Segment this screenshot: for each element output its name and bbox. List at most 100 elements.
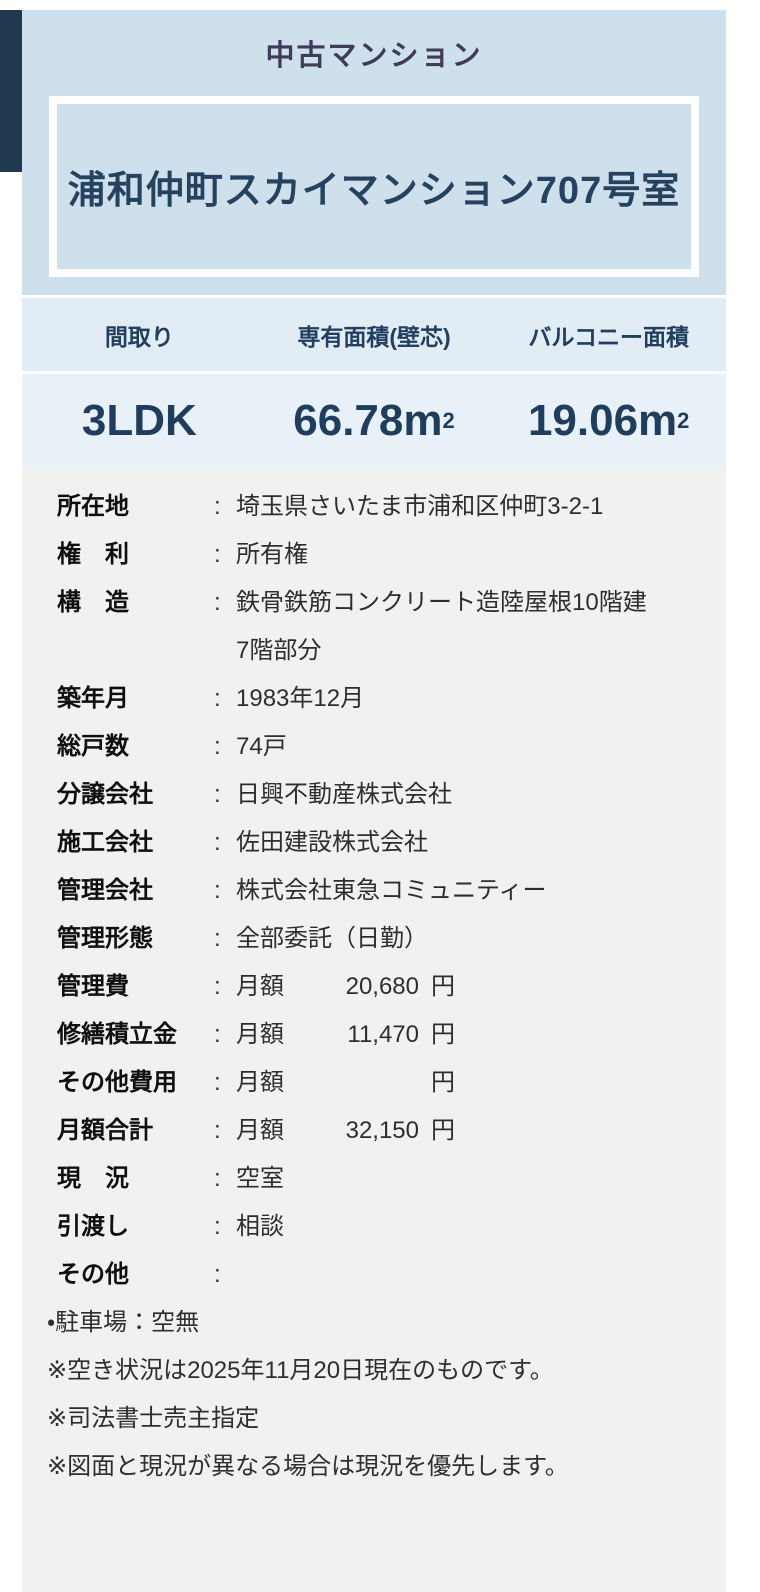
- detail-value-text: 相談: [236, 1213, 284, 1240]
- detail-value-text: 月額: [236, 973, 284, 1000]
- detail-row: 構 造 : 鉄骨鉄筋コンクリート造陸屋根10階建 7階部分: [57, 579, 706, 675]
- property-name: 浦和仲町スカイマンション707号室: [67, 170, 681, 212]
- detail-colon: :: [214, 1069, 221, 1096]
- detail-colon: :: [214, 733, 221, 760]
- corner-accent-bar: [0, 10, 22, 172]
- detail-label: 所在地: [57, 493, 129, 520]
- detail-value-line2: 7階部分: [236, 637, 322, 664]
- detail-label: 施工会社: [57, 829, 153, 856]
- header-block: 中古マンション 浦和仲町スカイマンション707号室: [22, 10, 726, 295]
- detail-label: その他費用: [57, 1069, 177, 1096]
- detail-row: 引渡し : 相談: [57, 1203, 706, 1251]
- summary-header-row: 間取り 専有面積(壁芯) バルコニー面積: [22, 298, 726, 371]
- detail-amount: 20,680: [345, 973, 419, 1000]
- detail-label: 管理費: [57, 973, 129, 1000]
- detail-label: 現 況: [57, 1165, 129, 1192]
- detail-value: 空室: [236, 1155, 706, 1203]
- detail-value-text: 佐田建設株式会社: [236, 829, 428, 856]
- property-name-box: 浦和仲町スカイマンション707号室: [49, 96, 699, 277]
- detail-value: 全部委託（日勤）: [236, 915, 706, 963]
- detail-value-text: 1983年12月: [236, 685, 365, 712]
- note-line: ※図面と現況が異なる場合は現況を優先します。: [47, 1453, 569, 1480]
- detail-colon: :: [214, 829, 221, 856]
- detail-value: [236, 1251, 706, 1299]
- detail-value: 月額 32,150 円: [236, 1107, 706, 1155]
- summary-value-number: 3LDK: [81, 396, 197, 445]
- detail-row: 権 利 : 所有権: [57, 531, 706, 579]
- detail-value-text: 日興不動産株式会社: [236, 781, 452, 808]
- detail-colon: :: [214, 1021, 221, 1048]
- detail-row: 築年月 : 1983年12月: [57, 675, 706, 723]
- detail-label: 権 利: [57, 541, 129, 568]
- detail-label: その他: [57, 1261, 129, 1288]
- detail-label: 月額合計: [57, 1117, 153, 1144]
- detail-value-text: 株式会社東急コミュニティー: [236, 877, 547, 904]
- detail-row: 管理会社 : 株式会社東急コミュニティー: [57, 867, 706, 915]
- summary-value-number: 19.06: [527, 396, 639, 445]
- detail-label: 築年月: [57, 685, 129, 712]
- detail-value: 月額 円: [236, 1059, 706, 1107]
- detail-value: 月額 11,470 円: [236, 1011, 706, 1059]
- detail-amount-unit: 円: [431, 1117, 455, 1144]
- detail-value-text: 所有権: [236, 541, 308, 568]
- detail-value-text: 74戸: [236, 733, 287, 760]
- detail-row: 修繕積立金 : 月額 11,470 円: [57, 1011, 706, 1059]
- detail-row: 所在地 : 埼玉県さいたま市浦和区仲町3-2-1: [57, 483, 706, 531]
- detail-value-text: 鉄骨鉄筋コンクリート造陸屋根10階建: [236, 589, 647, 616]
- detail-value: 74戸: [236, 723, 706, 771]
- summary-column-label: 間取り: [104, 323, 174, 350]
- detail-row: 管理費 : 月額 20,680 円: [57, 963, 706, 1011]
- detail-value: 株式会社東急コミュニティー: [236, 867, 706, 915]
- detail-colon: :: [214, 1261, 221, 1288]
- detail-label: 総戸数: [57, 733, 129, 760]
- detail-row: 管理形態 : 全部委託（日勤）: [57, 915, 706, 963]
- detail-amount: [284, 1059, 419, 1107]
- detail-colon: :: [214, 781, 221, 808]
- summary-column-value: 66.78 m 2: [293, 396, 455, 445]
- summary-value-number: 66.78: [293, 396, 404, 445]
- content-column: 中古マンション 浦和仲町スカイマンション707号室 間取り 専有面積(壁芯) バ…: [22, 10, 726, 1592]
- detail-value-text: 空室: [236, 1165, 284, 1192]
- summary-column-label: 専有面積(壁芯): [297, 323, 451, 350]
- divider: [22, 295, 726, 298]
- detail-amount-unit: 円: [431, 973, 455, 1000]
- detail-row: その他費用 : 月額 円: [57, 1059, 706, 1107]
- detail-label: 引渡し: [57, 1213, 129, 1240]
- detail-colon: :: [214, 973, 221, 1000]
- summary-column-value: 3LDK: [22, 374, 257, 468]
- detail-colon: :: [214, 541, 221, 568]
- detail-colon: :: [214, 925, 221, 952]
- note-line: ・駐車場：空無: [47, 1309, 200, 1336]
- detail-label: 管理会社: [57, 877, 153, 904]
- summary-column-value: 19.06 m 2: [527, 396, 690, 445]
- detail-value: 月額 20,680 円: [236, 963, 706, 1011]
- detail-row: 月額合計 : 月額 32,150 円: [57, 1107, 706, 1155]
- detail-value-text: 全部委託（日勤）: [236, 925, 428, 952]
- detail-value: 鉄骨鉄筋コンクリート造陸屋根10階建 7階部分: [236, 579, 706, 675]
- detail-value: 日興不動産株式会社: [236, 771, 706, 819]
- notes: ・駐車場：空無 ※空き状況は2025年11月20日現在のものです。 ※司法書士売…: [47, 1299, 706, 1491]
- detail-label: 分譲会社: [57, 781, 153, 808]
- detail-amount: 32,150: [345, 1117, 419, 1144]
- detail-colon: :: [214, 1165, 221, 1192]
- detail-amount-unit: 円: [431, 1069, 455, 1096]
- detail-colon: :: [214, 1213, 221, 1240]
- detail-row: 施工会社 : 佐田建設株式会社: [57, 819, 706, 867]
- detail-value: 埼玉県さいたま市浦和区仲町3-2-1: [236, 483, 706, 531]
- detail-label: 修繕積立金: [57, 1021, 177, 1048]
- detail-colon: :: [214, 493, 221, 520]
- detail-row: その他 :: [57, 1251, 706, 1299]
- detail-colon: :: [214, 685, 221, 712]
- detail-amount: 11,470: [347, 1021, 419, 1048]
- summary-value-unit: m: [403, 396, 443, 445]
- detail-amount-unit: 円: [431, 1021, 455, 1048]
- detail-value: 相談: [236, 1203, 706, 1251]
- summary-value-unit: m: [638, 396, 678, 445]
- summary-value-row: 3LDK 66.78 m 2 19.06 m 2: [22, 374, 726, 468]
- detail-row: 分譲会社 : 日興不動産株式会社: [57, 771, 706, 819]
- detail-rows: 所在地 : 埼玉県さいたま市浦和区仲町3-2-1 権 利 : 所有権 構 造 :…: [57, 483, 706, 1299]
- note-line: ※司法書士売主指定: [47, 1405, 260, 1432]
- summary-column-label: バルコニー面積: [528, 323, 689, 350]
- detail-colon: :: [214, 877, 221, 904]
